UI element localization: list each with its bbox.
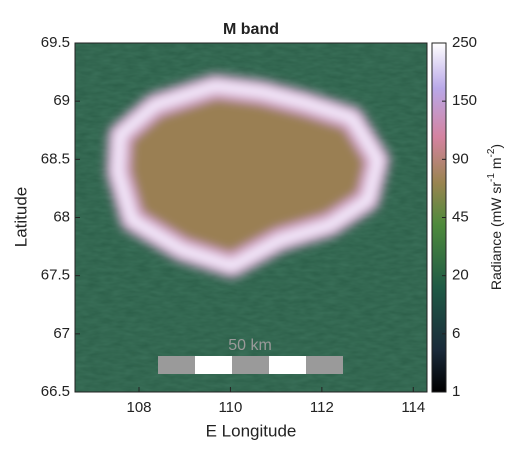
y-tick-label: 68 [53,208,70,225]
y-tick-label: 69 [53,92,70,109]
scale-bar [158,356,343,374]
scale-annotation: 50 km [228,337,272,354]
x-tick-label: 108 [126,399,151,416]
scale-bar-segment [269,356,306,374]
scale-bar-base [158,356,343,374]
y-tick-label: 69.5 [41,34,70,51]
chart-title: M band [223,21,279,38]
y-tick-label: 67 [53,325,70,342]
lava-lake [106,74,390,278]
colorbar-tick-label: 20 [452,267,469,284]
x-tick-label: 112 [310,399,334,416]
colorbar-label: Radiance (mW sr-1 m-2) [486,144,504,290]
colorbar-tick-label: 90 [452,150,469,167]
colorbar-tick-label: 250 [452,34,477,51]
x-tick-label: 110 [218,399,242,416]
colorbar-label-part: ) [488,144,504,149]
y-tick-label: 66.5 [41,383,70,400]
x-tick-label: 114 [401,399,425,416]
y-tick-label: 68.5 [41,150,70,167]
colorbar-tick-label: 6 [452,325,460,342]
x-axis-label: E Longitude [206,421,297,440]
y-axis-label: Latitude [11,187,30,248]
y-tick-label: 67.5 [41,267,70,284]
colorbar-label-part: -1 [486,173,497,182]
colorbar-label-part: -2 [486,148,497,157]
heatmap-image [75,43,427,392]
colorbar-label-part: Radiance (mW sr [488,182,504,290]
colorbar-tick-label: 150 [452,92,477,109]
colorbar-label-part: m [488,157,504,173]
lake-ring-core [113,81,383,271]
colorbar-tick-label: 45 [452,208,469,225]
colorbar-tick-label: 1 [452,383,460,400]
scale-bar-segment [195,356,232,374]
